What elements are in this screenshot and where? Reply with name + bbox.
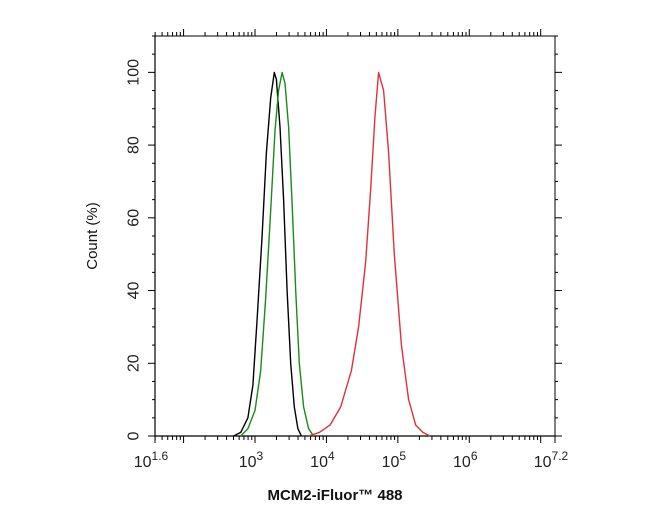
series-line-2: [308, 71, 431, 437]
y-axis-title: Count (%): [84, 202, 101, 270]
y-tick-label: 40: [126, 282, 143, 300]
x-tick-label: 107.2: [534, 449, 569, 471]
series-line-0: [233, 71, 303, 437]
series-line-1: [240, 71, 315, 437]
y-tick-label: 80: [126, 136, 143, 154]
y-tick-label: 60: [126, 209, 143, 227]
x-axis: 101.6 103 104 105 106 107.2: [134, 29, 569, 471]
x-tick-label: 104: [310, 449, 335, 471]
y-tick-label: 100: [126, 59, 143, 86]
x-axis-title: MCM2-iFluor™ 488: [267, 487, 402, 504]
x-tick-label: 106: [453, 449, 478, 471]
plot-frame: [154, 35, 556, 437]
y-tick-label: 20: [126, 354, 143, 372]
x-tick-label: 105: [382, 449, 407, 471]
series-layer: [233, 71, 431, 437]
x-tick-label: 101.6: [134, 449, 169, 471]
x-tick-label: 103: [239, 449, 264, 471]
y-tick-label: 0: [126, 431, 143, 440]
y-axis: 0 20 40 60 80 100: [126, 35, 562, 440]
